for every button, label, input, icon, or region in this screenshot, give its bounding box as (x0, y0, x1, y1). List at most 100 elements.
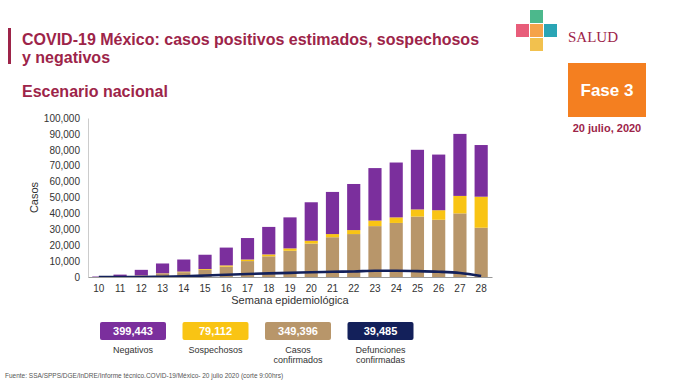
x-tick-label: 28 (476, 283, 488, 294)
x-tick-label: 18 (263, 283, 275, 294)
title: COVID-19 México: casos positivos estimad… (22, 31, 479, 66)
phase-label: Fase 3 (581, 81, 634, 100)
bar (432, 155, 445, 211)
x-tick-label: 23 (369, 283, 381, 294)
x-tick: 13 (157, 277, 169, 294)
x-tick: 24 (391, 277, 403, 294)
bar (262, 254, 275, 256)
x-tick: 28 (476, 277, 488, 294)
x-tick-label: 11 (115, 283, 126, 294)
bar (368, 168, 381, 220)
x-tick-label: 20 (306, 283, 318, 294)
source: Fuente: SSA/SPPS/DGE/InDRE/Informe técni… (5, 372, 283, 380)
legend-total: 39,485 (364, 325, 398, 337)
legend-label: Sospechosos (188, 345, 243, 355)
bar (198, 255, 211, 269)
x-tick: 14 (178, 277, 190, 294)
y-tick: 90,000 (49, 129, 88, 140)
bar (283, 217, 296, 248)
y-axis-title: Casos (28, 181, 40, 213)
bar-series (92, 213, 488, 277)
logo-square (530, 10, 543, 23)
bar (432, 220, 445, 277)
bar (326, 234, 339, 237)
plot-area (92, 134, 488, 277)
x-tick-label: 16 (221, 283, 233, 294)
x-tick-label: 14 (178, 283, 190, 294)
accent-bar (8, 28, 11, 64)
legend-label: Negativos (113, 345, 154, 355)
logo-square (544, 24, 557, 37)
y-axis: 010,00020,00030,00040,00050,00060,00070,… (44, 113, 89, 283)
x-tick: 12 (136, 277, 148, 294)
legend-label: Defuncionesconfirmadas (355, 345, 406, 365)
legend-total: 349,396 (278, 325, 318, 337)
bar (305, 241, 318, 244)
legend-total: 399,443 (113, 325, 153, 337)
legend-total: 79,112 (199, 325, 232, 337)
bar (305, 202, 318, 240)
x-tick: 19 (284, 277, 296, 294)
bar (368, 221, 381, 227)
x-tick-label: 17 (242, 283, 254, 294)
y-tick-label: 0 (74, 272, 80, 283)
bar (453, 134, 466, 196)
legend: 399,443 Negativos 79,112 Sospechosos 349,396… (100, 322, 414, 365)
logo-text: SALUD (568, 29, 618, 45)
bar (347, 184, 360, 230)
x-tick: 23 (369, 277, 381, 294)
bar (347, 230, 360, 234)
bar (283, 248, 296, 250)
bar (475, 197, 488, 228)
x-axis-line (89, 277, 493, 278)
logo-square (530, 38, 543, 51)
x-tick-label: 25 (412, 283, 424, 294)
bar (262, 227, 275, 255)
bar (368, 226, 381, 277)
bar (135, 270, 148, 276)
logo-square (530, 24, 543, 37)
bar (156, 263, 169, 273)
bar (411, 217, 424, 277)
x-tick: 21 (327, 277, 339, 294)
x-tick: 22 (348, 277, 360, 294)
x-tick: 25 (412, 277, 424, 294)
x-tick: 20 (306, 277, 318, 294)
bar (475, 145, 488, 197)
logo: SALUD (516, 10, 618, 51)
x-tick-label: 27 (454, 283, 466, 294)
x-tick: 18 (263, 277, 275, 294)
y-axis-line (88, 119, 89, 278)
y-tick-label: 10,000 (49, 256, 80, 267)
bar (432, 210, 445, 220)
y-tick: 80,000 (49, 145, 88, 156)
x-axis: 10111213141516171819202122232425262728 (89, 277, 493, 294)
bar (411, 209, 424, 216)
y-tick-label: 70,000 (49, 160, 80, 171)
y-tick: 40,000 (49, 208, 88, 219)
bar (390, 163, 403, 218)
x-tick-label: 12 (136, 283, 148, 294)
bar (326, 192, 339, 234)
bar-series (92, 134, 488, 277)
y-tick: 30,000 (49, 224, 88, 235)
bar (390, 223, 403, 277)
bar (453, 213, 466, 277)
phase-box (568, 63, 646, 117)
x-tick-label: 21 (327, 283, 339, 294)
y-tick-label: 80,000 (49, 145, 80, 156)
bar (390, 217, 403, 223)
legend-label: Casosconfirmados (273, 345, 323, 365)
y-tick-label: 100,000 (44, 113, 81, 124)
bar (241, 238, 254, 259)
chart: COVID-19 México: casos positivos estimad… (0, 0, 679, 382)
subtitle: Escenario nacional (22, 83, 168, 100)
y-tick: 20,000 (49, 240, 88, 251)
x-tick-label: 13 (157, 283, 169, 294)
bar (220, 265, 233, 266)
x-tick-label: 26 (433, 283, 445, 294)
legend-box (265, 322, 331, 340)
bar (411, 150, 424, 210)
bar (220, 248, 233, 266)
x-tick-label: 19 (284, 283, 296, 294)
